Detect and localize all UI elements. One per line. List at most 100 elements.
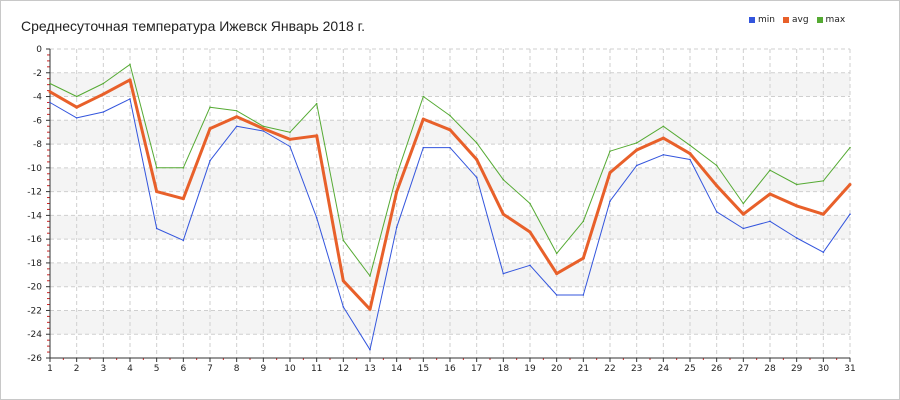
data-point-min xyxy=(849,213,851,215)
data-point-min xyxy=(635,164,638,167)
data-point-min xyxy=(395,226,398,229)
data-point-avg xyxy=(635,148,639,152)
data-point-max xyxy=(822,180,825,182)
data-point-min xyxy=(769,220,771,223)
x-tick-label: 10 xyxy=(284,364,296,374)
data-point-avg xyxy=(181,197,185,201)
data-point-max xyxy=(502,178,505,181)
legend-item-avg: avg xyxy=(782,15,809,25)
data-point-min xyxy=(155,227,158,230)
data-point-avg xyxy=(448,128,452,132)
y-tick-label: -12 xyxy=(27,188,42,198)
y-tick-label: -24 xyxy=(27,330,42,340)
data-point-avg xyxy=(501,212,505,216)
data-point-max xyxy=(555,252,558,255)
data-point-avg xyxy=(528,230,532,234)
data-point-avg xyxy=(768,192,772,196)
legend-item-min: min xyxy=(749,15,775,25)
data-point-avg xyxy=(715,184,719,188)
data-point-min xyxy=(529,264,531,267)
x-tick-label: 23 xyxy=(631,364,642,374)
data-point-min xyxy=(822,251,825,254)
x-tick-label: 25 xyxy=(684,364,695,374)
data-point-min xyxy=(449,146,451,149)
x-tick-label: 29 xyxy=(791,364,803,374)
data-point-min xyxy=(369,348,371,351)
data-point-min xyxy=(75,117,78,119)
data-point-min xyxy=(609,200,611,202)
y-tick-label: -16 xyxy=(27,235,42,245)
data-point-avg xyxy=(661,136,665,140)
data-point-avg xyxy=(848,182,852,186)
data-point-max xyxy=(849,146,851,149)
data-point-avg xyxy=(821,212,825,216)
data-point-max xyxy=(75,95,78,98)
data-point-max xyxy=(289,131,291,133)
legend-swatch-max xyxy=(816,17,823,23)
data-point-max xyxy=(395,174,398,176)
data-point-max xyxy=(209,106,211,109)
data-point-max xyxy=(475,142,478,144)
x-tick-label: 19 xyxy=(524,364,536,374)
data-point-min xyxy=(182,239,185,242)
data-point-min xyxy=(422,146,425,149)
data-point-min xyxy=(715,211,718,213)
data-point-min xyxy=(49,101,51,104)
data-point-max xyxy=(742,202,745,205)
data-point-min xyxy=(662,153,665,156)
legend-label-min: min xyxy=(758,15,775,25)
data-point-max xyxy=(609,150,611,153)
data-point-max xyxy=(315,102,318,105)
x-tick-label: 27 xyxy=(738,364,749,374)
data-point-max xyxy=(369,275,371,277)
data-point-max xyxy=(102,82,105,85)
x-tick-label: 13 xyxy=(364,364,375,374)
data-point-max xyxy=(235,110,238,112)
data-point-min xyxy=(235,125,238,128)
y-tick-label: -22 xyxy=(27,306,42,316)
data-point-max xyxy=(449,114,451,117)
data-point-min xyxy=(742,227,745,230)
data-point-avg xyxy=(795,204,799,208)
data-point-avg xyxy=(208,127,212,131)
legend-label-max: max xyxy=(825,15,846,25)
x-tick-label: 1 xyxy=(47,364,53,374)
x-tick-label: 20 xyxy=(551,364,563,374)
data-point-max xyxy=(662,125,665,128)
data-point-min xyxy=(129,98,131,100)
x-tick-label: 21 xyxy=(578,364,589,374)
data-point-avg xyxy=(155,190,159,194)
legend: min avg max xyxy=(749,15,845,25)
y-tick-label: -18 xyxy=(27,259,42,269)
x-tick-label: 3 xyxy=(100,364,106,374)
x-tick-label: 31 xyxy=(844,364,855,374)
data-point-min xyxy=(795,237,798,239)
x-tick-label: 6 xyxy=(180,364,186,374)
data-point-avg xyxy=(581,256,585,260)
data-point-max xyxy=(49,82,51,85)
grid-band xyxy=(50,167,850,192)
y-tick-label: -20 xyxy=(27,283,42,293)
data-point-min xyxy=(102,111,105,113)
legend-swatch-min xyxy=(749,17,755,23)
x-tick-label: 7 xyxy=(207,364,213,374)
data-point-avg xyxy=(128,78,132,82)
data-point-avg xyxy=(315,134,319,138)
data-point-max xyxy=(769,169,771,172)
y-tick-label: -4 xyxy=(33,93,42,103)
data-point-min xyxy=(582,294,585,296)
x-tick-label: 26 xyxy=(711,364,723,374)
x-tick-label: 4 xyxy=(127,364,133,374)
data-point-avg xyxy=(341,279,345,283)
x-tick-label: 5 xyxy=(154,364,160,374)
y-tick-label: -14 xyxy=(27,211,42,221)
x-tick-label: 15 xyxy=(418,364,429,374)
data-point-max xyxy=(795,183,798,186)
data-point-max xyxy=(582,220,585,223)
x-tick-label: 2 xyxy=(74,364,80,374)
data-point-min xyxy=(475,176,478,179)
x-tick-label: 28 xyxy=(764,364,776,374)
legend-item-max: max xyxy=(816,15,846,25)
data-point-avg xyxy=(608,171,612,175)
